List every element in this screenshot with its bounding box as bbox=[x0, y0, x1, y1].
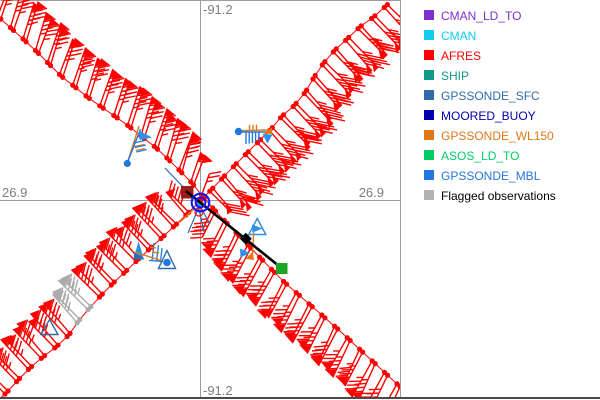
svg-text:GPSSONDE_MBL: GPSSONDE_MBL bbox=[441, 169, 541, 183]
svg-text:ASOS_LD_TO: ASOS_LD_TO bbox=[441, 149, 519, 163]
svg-text:26.9: 26.9 bbox=[359, 185, 384, 200]
svg-text:GPSSONDE_SFC: GPSSONDE_SFC bbox=[441, 89, 540, 103]
svg-text:CMAN: CMAN bbox=[441, 29, 476, 43]
svg-text:-91.2: -91.2 bbox=[203, 383, 233, 398]
svg-text:MOORED_BUOY: MOORED_BUOY bbox=[441, 109, 536, 123]
svg-text:Flagged observations: Flagged observations bbox=[441, 189, 556, 203]
svg-text:-91.2: -91.2 bbox=[203, 2, 233, 17]
svg-text:26.9: 26.9 bbox=[2, 185, 27, 200]
svg-text:GPSSONDE_WL150: GPSSONDE_WL150 bbox=[441, 129, 554, 143]
svg-text:AFRES: AFRES bbox=[441, 49, 481, 63]
svg-text:SHIP: SHIP bbox=[441, 69, 469, 83]
svg-text:CMAN_LD_TO: CMAN_LD_TO bbox=[441, 9, 521, 23]
